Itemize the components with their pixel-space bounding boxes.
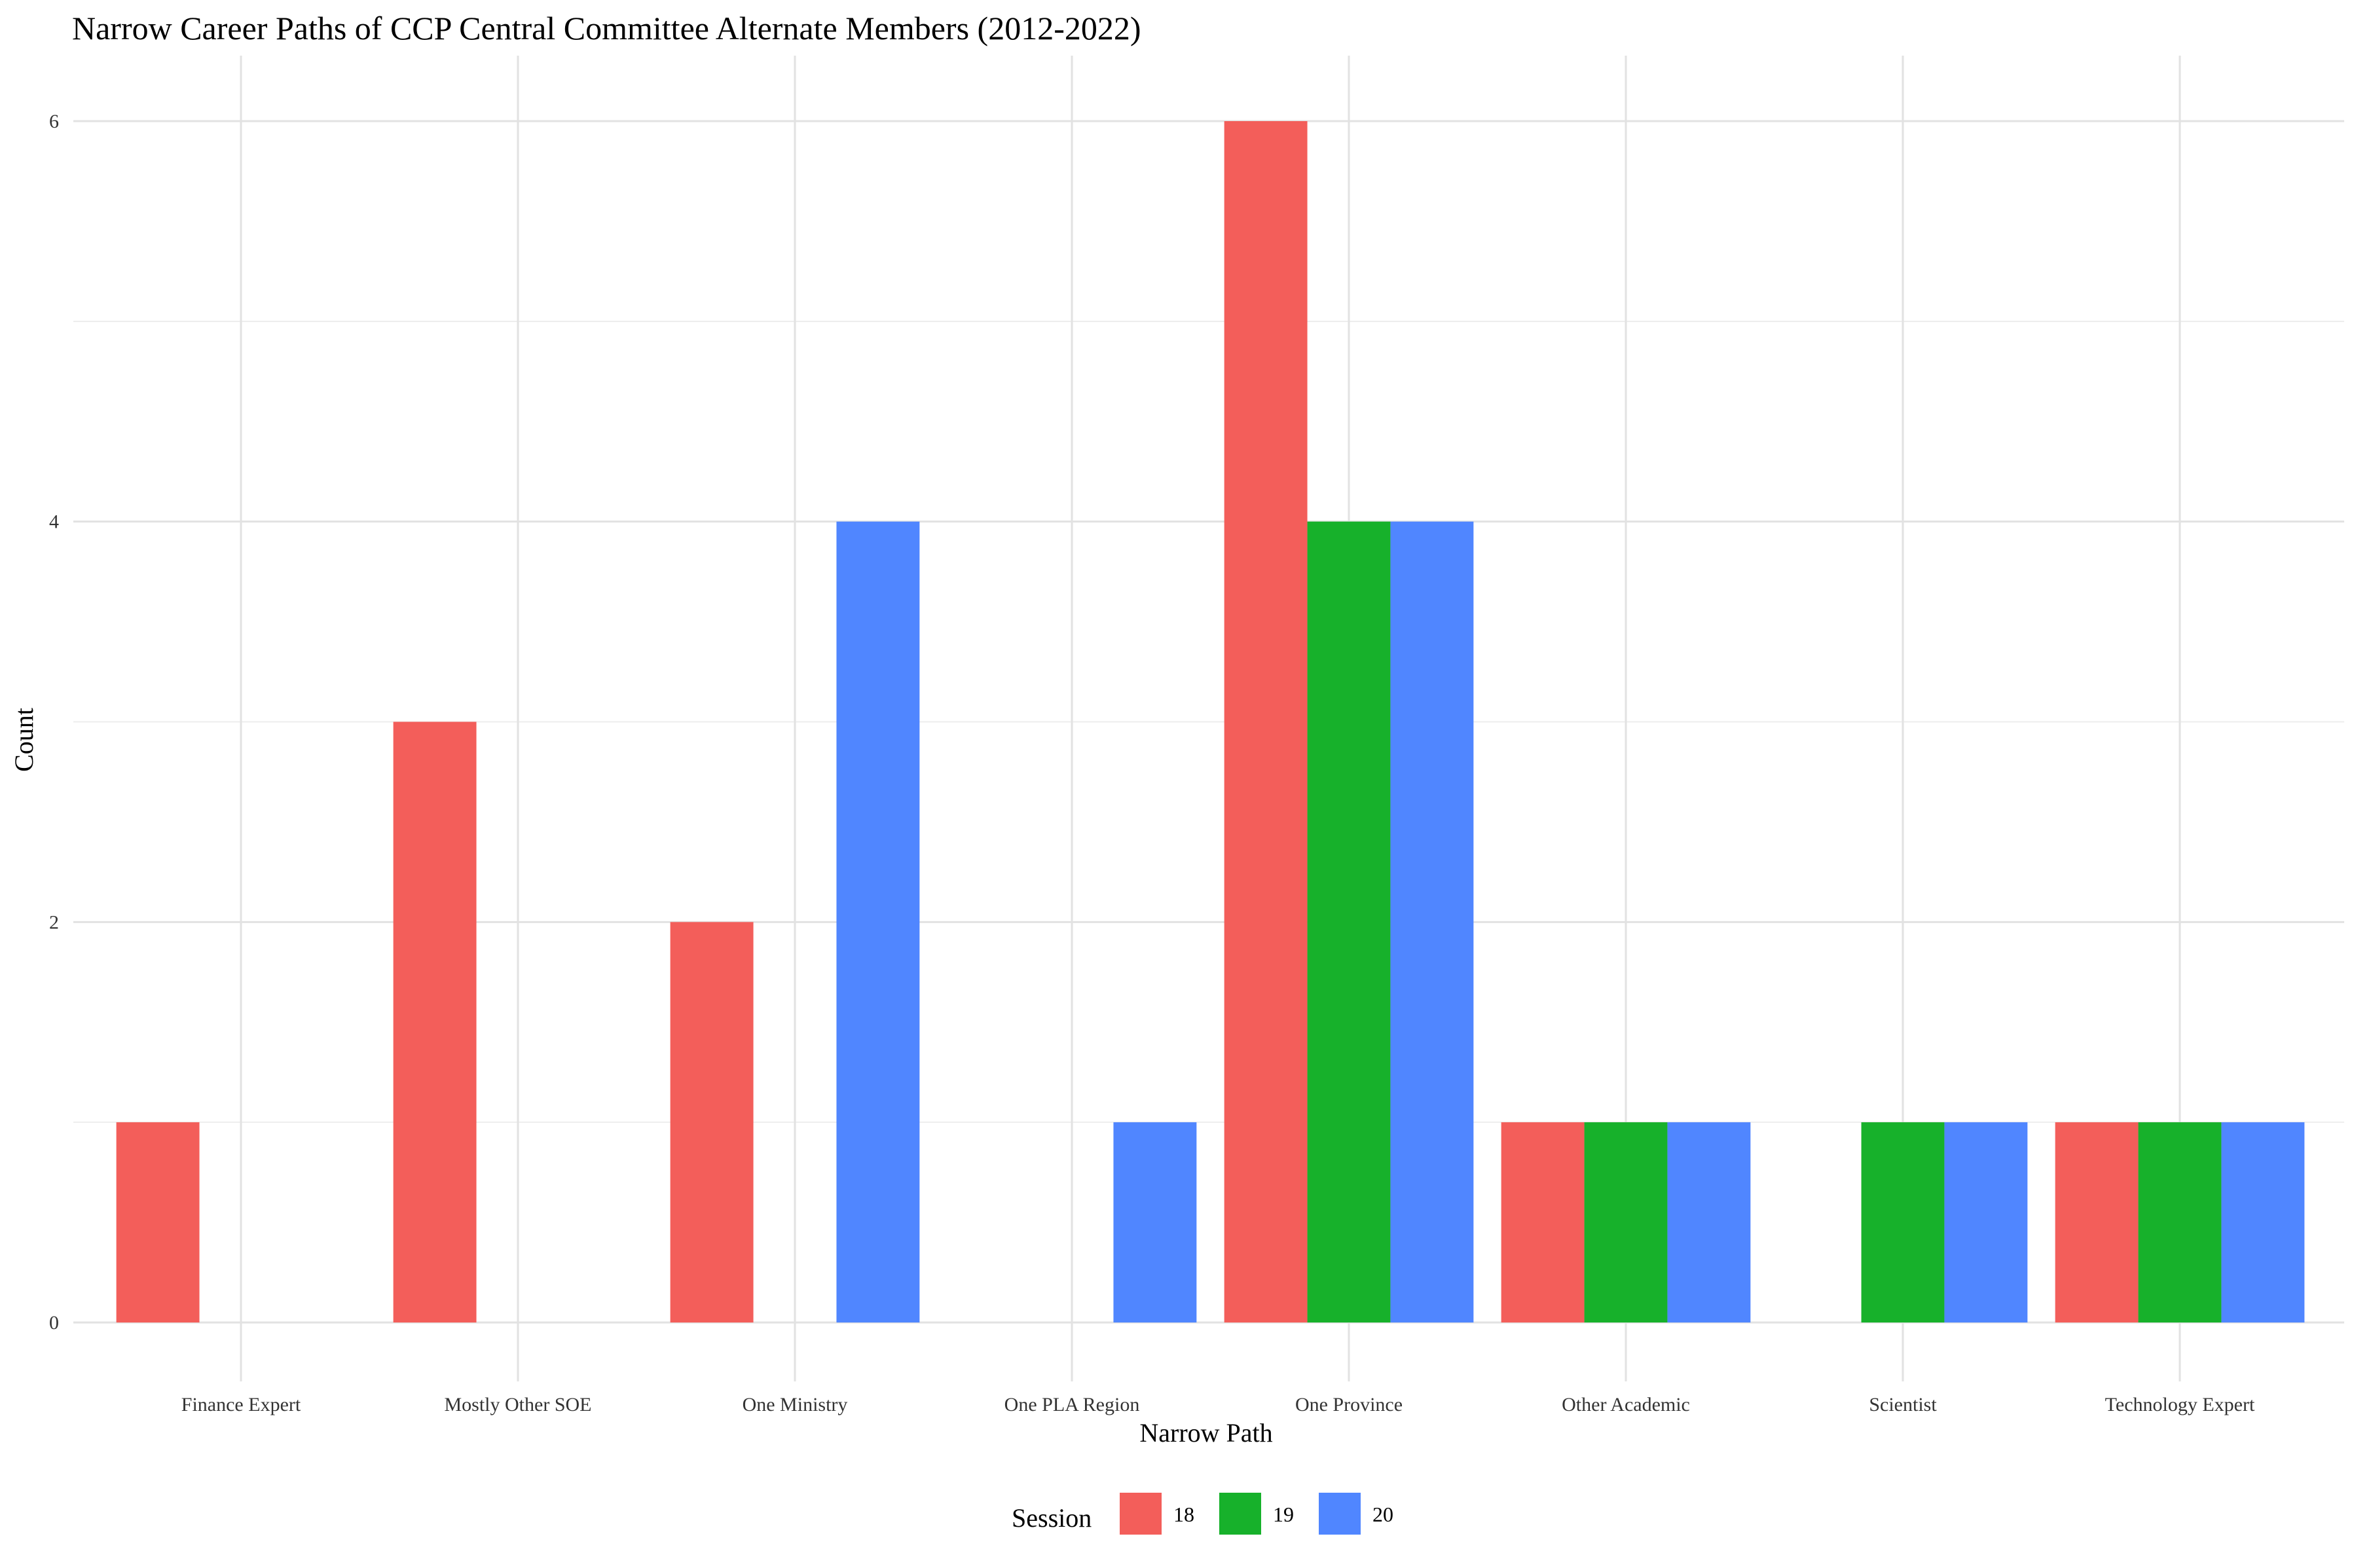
bar-series-20-one-province [1390, 521, 1474, 1322]
bar-series-20-one-ministry [836, 521, 920, 1322]
bars [116, 121, 2305, 1322]
chart-title: Narrow Career Paths of CCP Central Commi… [72, 10, 1141, 46]
x-tick-label: One Province [1295, 1394, 1403, 1415]
bar-series-18-one-ministry [670, 922, 754, 1322]
x-tick-label: Finance Expert [181, 1394, 301, 1415]
legend-swatch-18 [1120, 1493, 1162, 1535]
y-axis-ticks: 0 2 4 6 [49, 111, 59, 1334]
bar-series-19-scientist [1861, 1122, 1945, 1322]
x-tick-label: Mostly Other SOE [445, 1394, 592, 1415]
x-tick-label: Other Academic [1562, 1394, 1690, 1415]
x-tick-label: One PLA Region [1004, 1394, 1140, 1415]
x-tick-label: One Ministry [743, 1394, 848, 1415]
bar-series-18-finance-expert [116, 1122, 200, 1322]
bar-series-19-one-province [1307, 521, 1391, 1322]
bar-series-18-mostly-other-soe [393, 721, 477, 1322]
legend-label-19: 19 [1273, 1503, 1294, 1526]
y-tick-label: 2 [49, 911, 59, 933]
legend-label-20: 20 [1372, 1503, 1393, 1526]
bar-series-19-technology-expert [2138, 1122, 2222, 1322]
x-tick-label: Scientist [1869, 1394, 1937, 1415]
bar-series-18-technology-expert [2055, 1122, 2139, 1322]
bar-series-20-one-pla-region [1113, 1122, 1197, 1322]
bar-series-19-other-academic [1584, 1122, 1668, 1322]
legend-swatch-19 [1219, 1493, 1261, 1535]
y-tick-label: 0 [49, 1312, 59, 1334]
y-tick-label: 6 [49, 111, 59, 132]
legend: Session 18 19 20 [1012, 1493, 1393, 1535]
bar-series-20-scientist [1944, 1122, 2028, 1322]
legend-swatch-20 [1319, 1493, 1361, 1535]
bar-series-18-other-academic [1501, 1122, 1585, 1322]
y-axis-title: Count [9, 708, 39, 772]
bar-series-20-other-academic [1667, 1122, 1751, 1322]
bar-series-20-technology-expert [2221, 1122, 2305, 1322]
legend-title: Session [1012, 1503, 1092, 1533]
legend-label-18: 18 [1173, 1503, 1194, 1526]
x-axis-title: Narrow Path [1139, 1418, 1272, 1448]
y-tick-label: 4 [49, 511, 59, 533]
bar-series-18-one-province [1224, 121, 1308, 1322]
x-tick-label: Technology Expert [2105, 1394, 2255, 1415]
x-axis-ticks: Finance Expert Mostly Other SOE One Minist… [181, 1394, 2255, 1415]
